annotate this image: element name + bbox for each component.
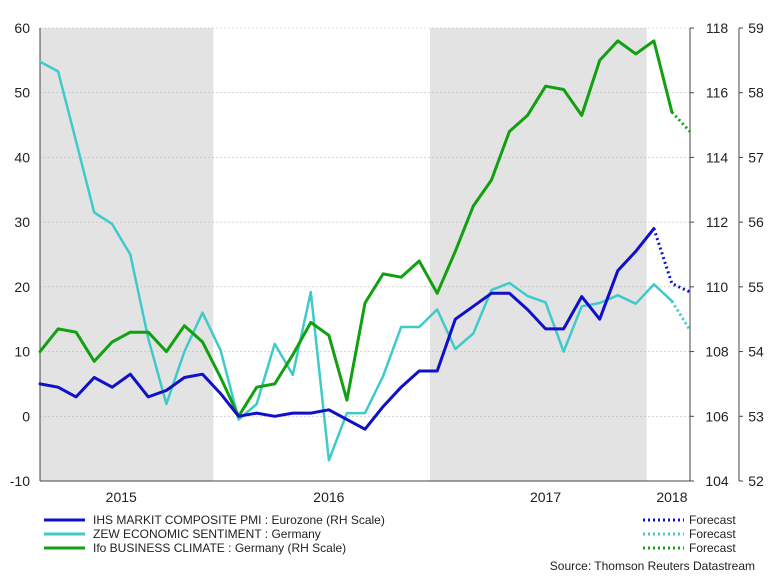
plot-frame bbox=[39, 28, 691, 482]
right-tick-label-pmi: 58 bbox=[748, 85, 764, 101]
right-tick-label-pmi: 55 bbox=[748, 279, 764, 295]
forecast-line-pmi bbox=[652, 228, 691, 294]
legend: IHS MARKIT COMPOSITE PMI : Eurozone (RH … bbox=[44, 513, 736, 555]
forecast-line-ifo bbox=[670, 111, 692, 133]
legend-label-zew: ZEW ECONOMIC SENTIMENT : Germany bbox=[93, 527, 321, 541]
right-tick-label-ifo: 118 bbox=[706, 20, 729, 36]
shaded-period-1 bbox=[40, 28, 214, 481]
right-tick-label-pmi: 57 bbox=[748, 149, 764, 165]
right-tick-label-pmi: 56 bbox=[748, 214, 764, 230]
series-line-pmi bbox=[38, 227, 656, 431]
right-axis-ifo: 104 106 108 110 112 114 116 118 bbox=[690, 20, 740, 489]
left-tick-label: 60 bbox=[14, 20, 30, 36]
left-tick-label: 20 bbox=[14, 279, 30, 295]
left-axis: -10 0 10 20 30 40 50 60 bbox=[10, 20, 30, 489]
year-label: 2018 bbox=[656, 489, 687, 505]
right-tick-label-pmi: 59 bbox=[748, 20, 764, 36]
right-tick-label-ifo: 110 bbox=[706, 279, 729, 295]
year-label: 2017 bbox=[530, 489, 561, 505]
right-tick-label-pmi: 52 bbox=[748, 473, 764, 489]
legend-forecast-label-ifo: Forecast bbox=[689, 541, 736, 555]
forecast-line-zew bbox=[670, 300, 692, 331]
series-lines bbox=[38, 39, 692, 462]
x-axis-year-labels: 2015 2016 2017 2018 bbox=[106, 489, 688, 505]
right-tick-label-ifo: 106 bbox=[705, 408, 729, 424]
left-tick-label: 30 bbox=[14, 214, 30, 230]
shaded-periods bbox=[40, 28, 647, 481]
left-tick-label: -10 bbox=[10, 473, 30, 489]
left-tick-label: 10 bbox=[14, 344, 30, 360]
right-tick-label-ifo: 112 bbox=[706, 214, 729, 230]
left-tick-label: 50 bbox=[14, 85, 30, 101]
series-line-ifo bbox=[38, 39, 674, 418]
left-tick-label: 40 bbox=[14, 149, 30, 165]
right-tick-label-pmi: 53 bbox=[748, 408, 764, 424]
legend-label-pmi: IHS MARKIT COMPOSITE PMI : Eurozone (RH … bbox=[93, 513, 385, 527]
series-line-zew bbox=[38, 60, 674, 462]
legend-forecast-label-zew: Forecast bbox=[689, 527, 736, 541]
right-tick-label-ifo: 114 bbox=[706, 149, 729, 165]
right-tick-label-ifo: 108 bbox=[705, 344, 729, 360]
year-label: 2016 bbox=[313, 489, 344, 505]
gridlines bbox=[40, 27, 690, 482]
right-tick-label-ifo: 104 bbox=[705, 473, 729, 489]
legend-label-ifo: Ifo BUSINESS CLIMATE : Germany (RH Scale… bbox=[93, 541, 346, 555]
source-note: Source: Thomson Reuters Datastream bbox=[550, 559, 755, 573]
right-tick-label-pmi: 54 bbox=[748, 344, 764, 360]
left-tick-label: 0 bbox=[22, 408, 30, 424]
legend-forecast-label-pmi: Forecast bbox=[689, 513, 736, 527]
right-axis-pmi: 52 53 54 55 56 57 58 59 bbox=[739, 20, 764, 489]
right-tick-label-ifo: 116 bbox=[706, 85, 729, 101]
year-label: 2015 bbox=[106, 489, 137, 505]
shaded-period-2 bbox=[430, 28, 647, 481]
